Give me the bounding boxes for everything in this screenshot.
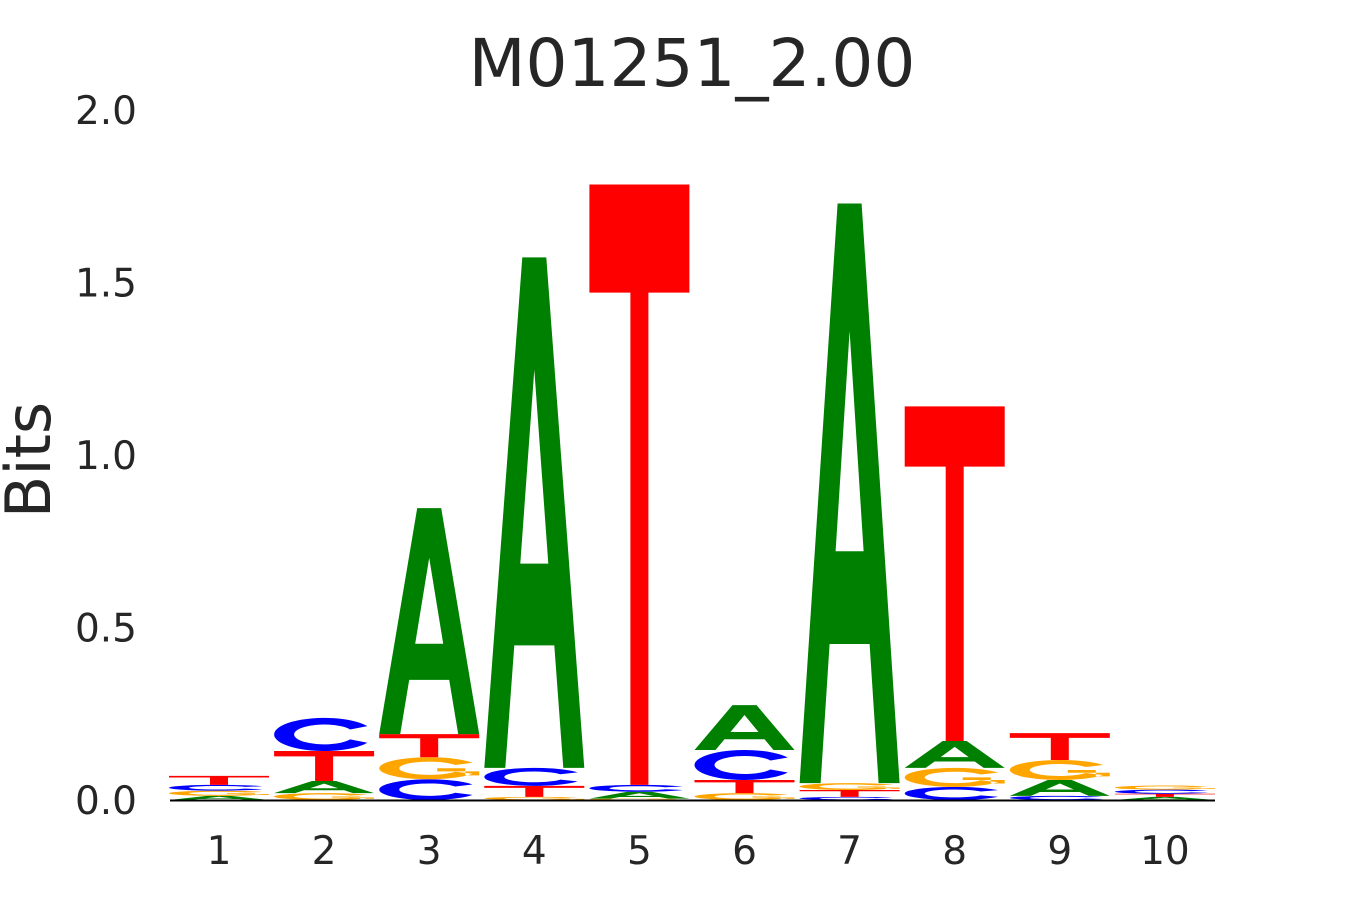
logo-letters <box>168 184 1215 800</box>
logo-letter-A <box>1009 779 1110 796</box>
x-tick-label: 5 <box>627 829 652 874</box>
logo-letter-T <box>169 775 269 785</box>
logo-letter-C <box>589 784 683 792</box>
logo-letter-C <box>168 784 263 791</box>
logo-letter-T <box>799 789 900 797</box>
x-tick-label: 2 <box>312 829 337 874</box>
x-tick-label: 6 <box>732 829 757 874</box>
y-tick-label: 1.5 <box>75 262 137 307</box>
logo-letter-G <box>168 790 269 796</box>
logo-letter-C <box>1009 795 1104 800</box>
x-axis-ticks: 1 2 3 4 5 6 7 8 9 10 <box>207 829 1190 874</box>
logo-letter-T <box>589 184 690 785</box>
y-axis-ticks: 0.0 0.5 1.0 1.5 2.0 <box>75 89 137 824</box>
logo-letter-A <box>1114 796 1215 800</box>
logo-letter-A <box>169 795 269 800</box>
logo-letter-A <box>904 741 1005 768</box>
logo-letter-A <box>274 781 375 794</box>
logo-letter-T <box>1009 733 1110 760</box>
logo-letter-G <box>379 757 480 780</box>
logo-letter-G <box>1114 785 1215 790</box>
logo-letter-G <box>694 793 795 800</box>
x-tick-label: 3 <box>417 829 442 874</box>
logo-letter-G <box>1009 759 1110 780</box>
logo-letter-T <box>904 406 1005 742</box>
logo-letter-C <box>1114 789 1209 794</box>
x-tick-label: 4 <box>522 829 547 874</box>
logo-letter-A <box>379 508 480 735</box>
logo-letter-G <box>484 796 585 800</box>
y-tick-label: 1.0 <box>75 434 137 479</box>
logo-letter-G <box>274 793 375 800</box>
y-axis-label: Bits <box>0 402 65 518</box>
chart-title: M01251_2.00 <box>469 25 916 102</box>
logo-letter-G <box>904 767 1005 787</box>
logo-letter-G <box>799 783 900 790</box>
x-tick-label: 9 <box>1047 829 1072 874</box>
logo-letter-C <box>484 767 578 786</box>
logo-letter-C <box>694 749 788 780</box>
y-tick-label: 0.0 <box>75 779 137 824</box>
y-tick-label: 2.0 <box>75 89 137 134</box>
x-tick-label: 10 <box>1140 829 1190 874</box>
logo-letter-T <box>694 779 795 794</box>
logo-letter-T <box>484 785 585 797</box>
logo-letter-C <box>379 779 473 800</box>
logo-letter-A <box>694 705 795 750</box>
logo-letter-T <box>1114 793 1215 797</box>
logo-letter-T <box>379 734 480 758</box>
logo-letter-A <box>799 203 900 784</box>
logo-letter-A <box>484 257 585 768</box>
logo-letter-C <box>274 717 368 752</box>
logo-letter-A <box>589 791 690 799</box>
logo-letter-C <box>799 796 893 800</box>
x-tick-label: 7 <box>837 829 862 874</box>
x-tick-label: 1 <box>207 829 232 874</box>
x-tick-label: 8 <box>942 829 967 874</box>
logo-letter-T <box>274 751 375 782</box>
y-tick-label: 0.5 <box>75 607 137 652</box>
logo-letter-C <box>904 786 998 800</box>
